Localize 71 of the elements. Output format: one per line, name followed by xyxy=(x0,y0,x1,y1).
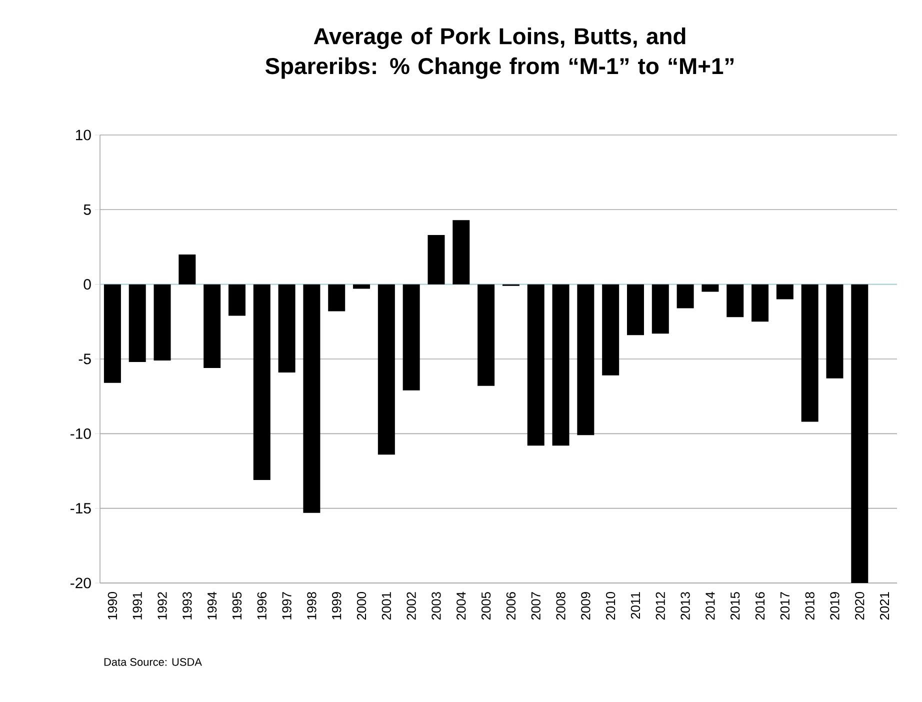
x-tick-label: 2018 xyxy=(805,592,814,620)
bar xyxy=(228,284,246,316)
x-tick-label: 2007 xyxy=(531,592,540,620)
y-tick-label: 5 xyxy=(84,204,91,215)
bar xyxy=(154,284,171,360)
bar xyxy=(104,284,121,383)
source-note: Data Source: USDA xyxy=(104,658,202,666)
y-tick-label: -5 xyxy=(78,354,91,364)
bar xyxy=(851,284,868,583)
bar xyxy=(402,284,420,390)
bar xyxy=(428,235,445,284)
x-tick-label: 1997 xyxy=(282,592,292,620)
x-tick-label: 1998 xyxy=(307,592,316,620)
x-tick-label: 2017 xyxy=(780,592,790,620)
bar xyxy=(128,284,146,362)
bar xyxy=(652,284,669,334)
x-tick-label: 2002 xyxy=(406,592,416,620)
bar xyxy=(278,284,296,372)
x-tick-label: 2006 xyxy=(506,592,516,620)
x-tick-label: 2008 xyxy=(556,592,566,620)
x-tick-label: 1995 xyxy=(232,592,242,620)
y-tick-label: 10 xyxy=(76,130,91,140)
bar xyxy=(752,284,769,322)
bar xyxy=(826,284,844,378)
y-tick-label: -15 xyxy=(70,503,91,514)
bar xyxy=(178,254,196,284)
x-tick-label: 2019 xyxy=(830,592,840,620)
y-tick-label: -20 xyxy=(70,578,91,588)
bar xyxy=(452,220,470,284)
y-tick-label: -10 xyxy=(70,428,91,439)
x-tick-label: 2003 xyxy=(432,592,441,620)
bar xyxy=(577,284,594,436)
bar xyxy=(801,284,818,422)
x-tick-label: 2013 xyxy=(680,592,690,620)
x-tick-label: 1990 xyxy=(108,592,118,620)
bar xyxy=(676,284,694,308)
x-tick-label: 2016 xyxy=(755,592,765,620)
bar xyxy=(478,284,495,386)
x-tick-label: 2014 xyxy=(706,592,715,620)
x-tick-label: 1991 xyxy=(132,592,142,620)
x-tick-label: 2020 xyxy=(855,592,864,620)
x-tick-label: 2005 xyxy=(481,592,491,620)
x-tick-label: 2004 xyxy=(456,592,466,620)
bar xyxy=(726,284,744,318)
x-tick-label: 2011 xyxy=(630,592,640,619)
bar xyxy=(303,284,320,513)
x-tick-label: 1999 xyxy=(332,592,342,620)
bar xyxy=(328,284,346,312)
x-tick-label: 2015 xyxy=(730,592,740,620)
bar xyxy=(378,284,395,455)
bar xyxy=(626,284,644,336)
bar xyxy=(204,284,221,368)
x-tick-label: 1993 xyxy=(182,592,192,620)
x-tick-label: 1996 xyxy=(257,592,266,620)
bar xyxy=(253,284,270,480)
x-tick-label: 2009 xyxy=(581,592,590,620)
bar xyxy=(552,284,570,446)
x-tick-label: 2012 xyxy=(656,592,665,620)
x-tick-label: 2000 xyxy=(356,592,366,620)
x-tick-label: 2021 xyxy=(880,592,890,620)
x-tick-label: 2001 xyxy=(382,592,392,620)
bar xyxy=(353,284,370,289)
chart-title: Average of Pork Loins, Butts, and Spareribs: % Change from “M-1” to “M+1” xyxy=(265,28,734,79)
y-tick-label: 0 xyxy=(84,279,91,290)
bar xyxy=(602,284,620,376)
bar xyxy=(776,284,794,300)
x-tick-label: 1992 xyxy=(158,592,167,620)
x-tick-label: 2010 xyxy=(606,592,616,620)
x-tick-label: 1994 xyxy=(207,592,217,620)
bar xyxy=(702,284,719,292)
bar xyxy=(527,284,544,446)
